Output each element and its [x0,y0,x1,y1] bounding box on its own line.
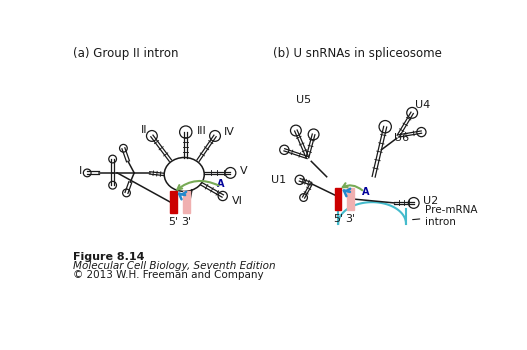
Text: (b) U snRNAs in spliceosome: (b) U snRNAs in spliceosome [273,47,442,60]
Bar [170,191,177,213]
Text: U5: U5 [296,95,311,105]
Text: II: II [141,125,148,135]
Bar [183,191,190,213]
Text: 3': 3' [181,217,192,227]
Text: © 2013 W.H. Freeman and Company: © 2013 W.H. Freeman and Company [73,270,264,280]
Bar [335,188,341,210]
FancyArrowPatch shape [344,189,350,196]
Bar [347,188,354,210]
FancyArrowPatch shape [179,192,186,199]
Text: 5': 5' [333,214,343,224]
Text: V: V [240,166,247,176]
Text: A: A [218,179,225,189]
Text: III: III [197,126,207,135]
Text: Figure 8.14: Figure 8.14 [73,252,145,262]
Text: Molecular Cell Biology, Seventh Edition: Molecular Cell Biology, Seventh Edition [73,261,276,271]
Text: Pre-mRNA
intron: Pre-mRNA intron [413,205,478,227]
Text: 3': 3' [346,214,356,224]
FancyArrowPatch shape [343,183,363,190]
Text: U1: U1 [271,175,286,185]
Text: A: A [362,187,370,197]
Text: I: I [79,166,82,176]
Text: (a) Group II intron: (a) Group II intron [73,47,179,60]
Text: VI: VI [232,196,243,205]
Text: IV: IV [225,127,235,137]
Text: U4: U4 [415,100,431,110]
Text: U6: U6 [394,133,409,143]
FancyArrowPatch shape [178,181,219,190]
Text: U2: U2 [423,196,438,206]
Text: 5': 5' [169,217,179,227]
